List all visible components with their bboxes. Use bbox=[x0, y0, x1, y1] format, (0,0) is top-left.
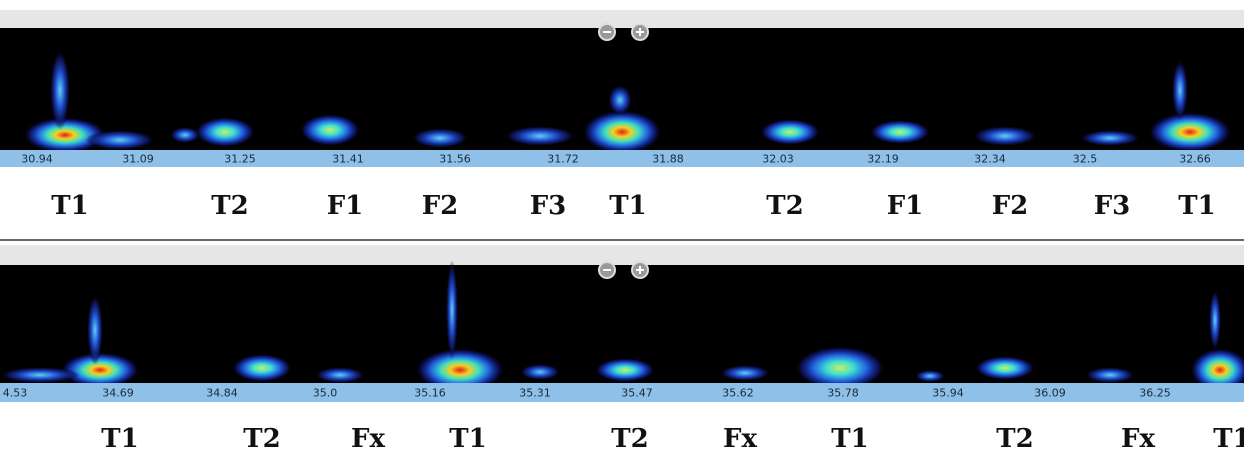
heat-blob bbox=[1085, 367, 1135, 383]
time-label: 32.5 bbox=[1073, 153, 1098, 166]
heat-blob bbox=[720, 365, 770, 381]
heat-blob bbox=[195, 117, 255, 147]
syllable-label: T2 bbox=[211, 191, 248, 221]
heat-blob bbox=[170, 127, 200, 143]
heat-blob bbox=[1209, 290, 1221, 350]
heat-blob bbox=[1148, 112, 1232, 152]
syllable-label: F2 bbox=[992, 191, 1029, 221]
heat-blob bbox=[300, 114, 360, 146]
heat-blob bbox=[446, 260, 458, 360]
heat-blob bbox=[973, 126, 1037, 146]
syllable-label: T1 bbox=[51, 191, 88, 221]
heat-blob bbox=[232, 354, 292, 382]
syllable-label: Fx bbox=[1121, 424, 1155, 454]
heat-blob bbox=[412, 128, 468, 148]
heat-blob bbox=[975, 356, 1035, 380]
time-label: 35.16 bbox=[414, 387, 446, 400]
time-label: 4.53 bbox=[3, 387, 28, 400]
time-label: 32.66 bbox=[1179, 153, 1211, 166]
heat-blob bbox=[1080, 130, 1140, 146]
time-label: 32.19 bbox=[867, 153, 899, 166]
heat-blob bbox=[582, 110, 662, 154]
time-label: 32.34 bbox=[974, 153, 1006, 166]
heat-blob bbox=[60, 352, 140, 388]
toolbar bbox=[0, 10, 1244, 28]
syllable-label: F2 bbox=[422, 191, 459, 221]
syllable-label: Fx bbox=[723, 424, 757, 454]
syllable-label: T1 bbox=[831, 424, 868, 454]
toolbar bbox=[0, 245, 1244, 265]
heat-blob bbox=[520, 364, 560, 380]
syllable-label: T1 bbox=[101, 424, 138, 454]
syllable-label: Fx bbox=[351, 424, 385, 454]
time-label: 36.25 bbox=[1139, 387, 1171, 400]
time-label: 32.03 bbox=[762, 153, 794, 166]
time-label: 31.09 bbox=[122, 153, 154, 166]
heat-blob bbox=[85, 130, 155, 150]
time-label: 35.94 bbox=[932, 387, 964, 400]
time-label: 34.84 bbox=[206, 387, 238, 400]
time-label: 35.47 bbox=[621, 387, 653, 400]
time-label: 31.56 bbox=[439, 153, 471, 166]
syllable-label: T2 bbox=[996, 424, 1033, 454]
time-label: 35.31 bbox=[519, 387, 551, 400]
syllable-label: T2 bbox=[611, 424, 648, 454]
heat-blob bbox=[760, 119, 820, 145]
heat-blob bbox=[505, 126, 575, 146]
syllable-label: T2 bbox=[243, 424, 280, 454]
heat-blob bbox=[0, 367, 80, 383]
screenshot: 30.94 31.09 31.25 31.41 31.56 31.72 31.88 32.03… bbox=[0, 0, 1244, 457]
syllable-label: F3 bbox=[530, 191, 567, 221]
syllable-label: T2 bbox=[766, 191, 803, 221]
time-label: 31.41 bbox=[332, 153, 364, 166]
heat-blob bbox=[50, 50, 70, 130]
time-label: 34.69 bbox=[102, 387, 134, 400]
time-label: 35.78 bbox=[827, 387, 859, 400]
syllable-label: T1 bbox=[609, 191, 646, 221]
time-label: 36.09 bbox=[1034, 387, 1066, 400]
syllable-label: F1 bbox=[887, 191, 924, 221]
heat-blob bbox=[315, 367, 365, 383]
time-label: 31.88 bbox=[652, 153, 684, 166]
time-label: 35.0 bbox=[313, 387, 338, 400]
time-label: 30.94 bbox=[21, 153, 53, 166]
heat-blob bbox=[1172, 60, 1188, 120]
syllable-label: F1 bbox=[327, 191, 364, 221]
syllable-label: F3 bbox=[1094, 191, 1131, 221]
syllable-label: T1 bbox=[1178, 191, 1215, 221]
time-label: 35.62 bbox=[722, 387, 754, 400]
time-axis bbox=[0, 150, 1244, 167]
syllable-label: T1 bbox=[449, 424, 486, 454]
heat-blob bbox=[595, 358, 655, 382]
time-label: 31.25 bbox=[224, 153, 256, 166]
heat-blob bbox=[87, 295, 103, 365]
time-label: 31.72 bbox=[547, 153, 579, 166]
syllable-label: T1 bbox=[1213, 424, 1244, 454]
heat-blob bbox=[915, 370, 945, 382]
heat-blob bbox=[870, 120, 930, 144]
heat-blob bbox=[608, 85, 632, 115]
